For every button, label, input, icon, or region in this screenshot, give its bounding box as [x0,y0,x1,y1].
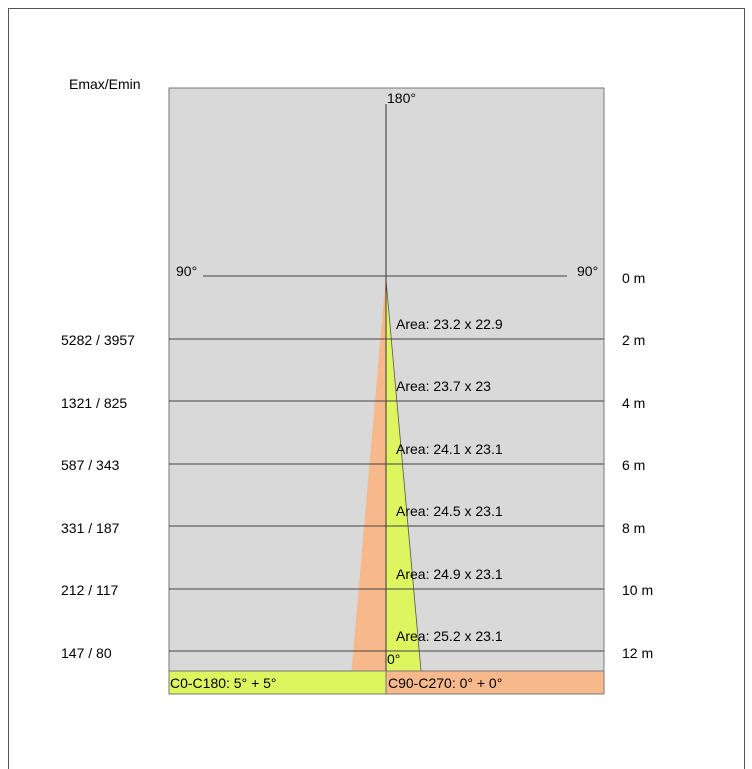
distance-lines [169,338,604,652]
legend-c90-c270-box [385,670,605,695]
angle-label-top: 180° [387,90,416,106]
legend-c0-c180-label: C0-C180: 5° + 5° [170,675,277,691]
emax-emin-values: 5282 / 3957 1321 / 825 587 / 343 331 / 1… [61,332,135,661]
emax-emin-value: 5282 / 3957 [61,332,135,348]
beam-edge-right [385,279,422,672]
area-label: Area: 24.5 x 23.1 [396,503,503,519]
distance-label: 0 m [622,270,645,286]
distance-label: 10 m [622,582,653,598]
emax-emin-value: 331 / 187 [61,520,120,536]
beam-edge-left [351,279,387,672]
area-label: Area: 25.2 x 23.1 [396,628,503,644]
area-label: Area: 24.1 x 23.1 [396,441,503,457]
emax-emin-value: 147 / 80 [61,645,112,661]
area-label: Area: 24.9 x 23.1 [396,566,503,582]
distance-label: 2 m [622,332,645,348]
distance-label: 6 m [622,457,645,473]
area-labels: Area: 23.2 x 22.9 Area: 23.7 x 23 Area: … [396,316,503,644]
distance-label: 8 m [622,520,645,536]
distance-label: 4 m [622,395,645,411]
area-label: Area: 23.7 x 23 [396,378,491,394]
angle-label-left: 90° [176,263,197,279]
angle-label-right: 90° [577,263,598,279]
area-label: Area: 23.2 x 22.9 [396,316,503,332]
outer-frame [8,8,745,769]
distance-labels: 0 m 2 m 4 m 6 m 8 m 10 m 12 m [622,270,653,661]
emax-emin-value: 587 / 343 [61,457,120,473]
angle-label-bottom: 0° [387,651,400,667]
emax-emin-value: 212 / 117 [61,582,119,598]
distance-label: 12 m [622,645,653,661]
emax-emin-header: Emax/Emin [69,76,141,92]
legend-c90-c270-label: C90-C270: 0° + 0° [388,675,502,691]
emax-emin-value: 1321 / 825 [61,395,127,411]
